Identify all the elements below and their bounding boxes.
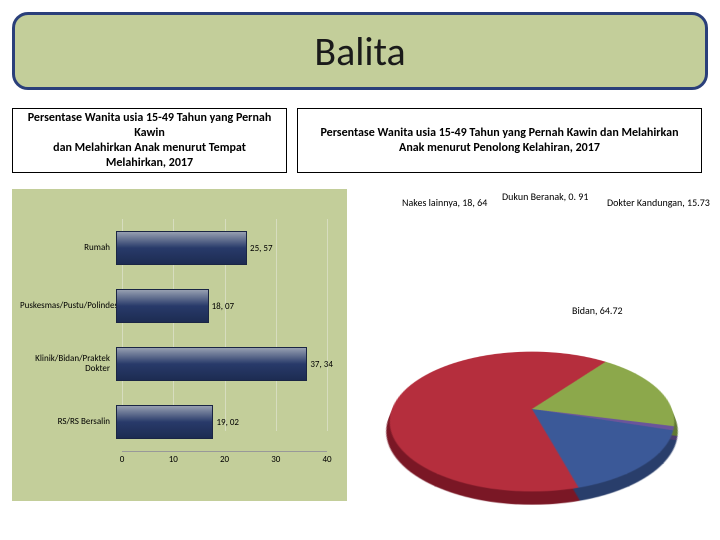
bar-row: RS/RS Bersalin19, 02: [20, 393, 327, 451]
left-panel-title-text: Persentase Wanita usia 15-49 Tahun yang …: [23, 111, 276, 171]
bar-category-label: Klinik/Bidan/Praktek Dokter: [20, 354, 116, 374]
right-panel-title: Persentase Wanita usia 15-49 Tahun yang …: [297, 108, 702, 173]
left-panel-title: Persentase Wanita usia 15-49 Tahun yang …: [12, 108, 287, 173]
bar-plot-col: 37, 34: [116, 335, 327, 393]
pie-label-bidan: Bidan, 64.72: [572, 305, 623, 317]
pie-label-dukun: Dukun Beranak, 0. 91: [502, 191, 588, 203]
x-tick: 30: [271, 454, 280, 465]
bar: 18, 07: [116, 289, 209, 323]
bar-chart: Rumah25, 57Puskesmas/Pustu/Polindes18, 0…: [12, 189, 347, 501]
bar: 25, 57: [116, 231, 247, 265]
bar: 37, 34: [116, 347, 307, 381]
bar-plot-col: 25, 57: [116, 219, 327, 277]
bar-plot-col: 19, 02: [116, 393, 327, 451]
bar-row: Klinik/Bidan/Praktek Dokter37, 34: [20, 335, 327, 393]
x-tick: 0: [120, 454, 125, 465]
bar-value-label: 37, 34: [310, 359, 333, 370]
bar-category-label: Rumah: [20, 243, 116, 253]
pie-label-dokter: Dokter Kandungan, 15.73: [607, 197, 710, 209]
gridline: [327, 219, 328, 431]
right-panel-title-text: Persentase Wanita usia 15-49 Tahun yang …: [308, 126, 691, 156]
pie-label-nakes: Nakes lainnya, 18, 64: [402, 197, 487, 209]
bar-plot-region: Rumah25, 57Puskesmas/Pustu/Polindes18, 0…: [122, 219, 327, 451]
charts-row: Rumah25, 57Puskesmas/Pustu/Polindes18, 0…: [12, 189, 708, 501]
bar-value-label: 25, 57: [250, 243, 273, 254]
bar-plot-col: 18, 07: [116, 277, 327, 335]
pie-chart: Nakes lainnya, 18, 64 Dukun Beranak, 0. …: [357, 189, 708, 501]
bar-row: Puskesmas/Pustu/Polindes18, 07: [20, 277, 327, 335]
pie-wrap: [392, 269, 672, 479]
bar: 19, 02: [116, 405, 213, 439]
bar-category-label: Puskesmas/Pustu/Polindes: [20, 301, 116, 311]
x-tick: 10: [169, 454, 178, 465]
pie-3d: [361, 352, 702, 492]
bar-value-label: 19, 02: [216, 417, 239, 428]
bar-row: Rumah25, 57: [20, 219, 327, 277]
bar-category-label: RS/RS Bersalin: [20, 417, 116, 427]
bar-x-axis: 010203040: [122, 451, 327, 471]
x-tick: 40: [322, 454, 331, 465]
page-title-box: Balita: [12, 12, 708, 90]
panel-row: Persentase Wanita usia 15-49 Tahun yang …: [12, 108, 708, 173]
x-tick: 20: [220, 454, 229, 465]
bar-value-label: 18, 07: [212, 301, 235, 312]
page-title: Balita: [314, 27, 405, 76]
